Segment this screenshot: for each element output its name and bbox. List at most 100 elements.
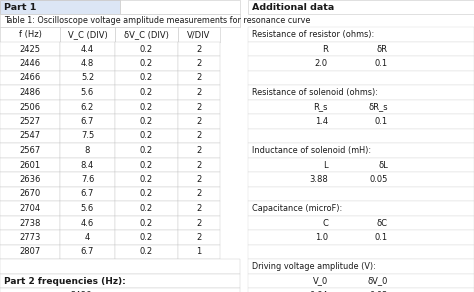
Bar bbox=[178, 41, 220, 56]
Bar bbox=[248, 215, 474, 230]
Text: 2.0: 2.0 bbox=[315, 59, 328, 68]
Text: 2: 2 bbox=[196, 117, 201, 126]
Bar bbox=[115, 41, 178, 56]
Text: 4: 4 bbox=[85, 233, 90, 242]
Text: 1.0: 1.0 bbox=[315, 233, 328, 242]
Bar bbox=[0, 85, 60, 100]
Text: Resistance of resistor (ohms):: Resistance of resistor (ohms): bbox=[252, 30, 374, 39]
Bar bbox=[0, 244, 60, 259]
Text: 0.2: 0.2 bbox=[140, 88, 153, 97]
Text: 8: 8 bbox=[85, 146, 90, 155]
Text: 4.4: 4.4 bbox=[81, 44, 94, 53]
Text: 0.2: 0.2 bbox=[140, 146, 153, 155]
Text: 2: 2 bbox=[196, 74, 201, 83]
Text: 0.2: 0.2 bbox=[140, 59, 153, 68]
Bar bbox=[115, 114, 178, 128]
Text: 2704: 2704 bbox=[19, 204, 41, 213]
Text: R_s: R_s bbox=[313, 102, 328, 112]
Text: 2: 2 bbox=[196, 190, 201, 199]
Text: δL: δL bbox=[378, 161, 388, 169]
Text: 4.8: 4.8 bbox=[81, 59, 94, 68]
Text: 2: 2 bbox=[196, 88, 201, 97]
Text: 6.7: 6.7 bbox=[81, 117, 94, 126]
Bar bbox=[178, 85, 220, 100]
Text: 0.2: 0.2 bbox=[140, 44, 153, 53]
Text: 2: 2 bbox=[196, 204, 201, 213]
Bar bbox=[248, 128, 474, 143]
Text: δV_C (DIV): δV_C (DIV) bbox=[124, 30, 169, 39]
Text: 0.2: 0.2 bbox=[140, 131, 153, 140]
Bar bbox=[60, 157, 115, 172]
Bar bbox=[0, 100, 60, 114]
Text: 2547: 2547 bbox=[19, 131, 41, 140]
Text: 4.6: 4.6 bbox=[81, 218, 94, 227]
Bar bbox=[0, 27, 60, 41]
Text: 0.1: 0.1 bbox=[375, 117, 388, 126]
Bar bbox=[115, 143, 178, 157]
Bar bbox=[248, 56, 474, 70]
Text: 2527: 2527 bbox=[19, 117, 41, 126]
Text: 0.2: 0.2 bbox=[140, 74, 153, 83]
Text: 0.2: 0.2 bbox=[140, 102, 153, 112]
Text: 8.4: 8.4 bbox=[81, 161, 94, 169]
Text: 2486: 2486 bbox=[19, 88, 41, 97]
Text: 2567: 2567 bbox=[19, 146, 41, 155]
Text: 6.2: 6.2 bbox=[81, 102, 94, 112]
Bar bbox=[248, 288, 474, 292]
Bar bbox=[0, 114, 60, 128]
Bar bbox=[60, 143, 115, 157]
Text: 2: 2 bbox=[196, 175, 201, 184]
Text: 0.2: 0.2 bbox=[140, 190, 153, 199]
Text: 2: 2 bbox=[196, 44, 201, 53]
Bar bbox=[178, 56, 220, 70]
Bar bbox=[60, 100, 115, 114]
Bar bbox=[60, 187, 115, 201]
Bar bbox=[0, 274, 240, 288]
Bar bbox=[115, 128, 178, 143]
Bar bbox=[115, 85, 178, 100]
Bar bbox=[0, 143, 60, 157]
Text: 2: 2 bbox=[196, 146, 201, 155]
Text: 2807: 2807 bbox=[19, 248, 41, 256]
Bar bbox=[60, 70, 115, 85]
Text: δR_s: δR_s bbox=[368, 102, 388, 112]
Bar bbox=[248, 0, 474, 14]
Text: 0.2: 0.2 bbox=[140, 161, 153, 169]
Text: 2738: 2738 bbox=[19, 218, 41, 227]
Bar bbox=[0, 70, 60, 85]
Bar bbox=[0, 41, 60, 56]
Text: 0.2: 0.2 bbox=[140, 204, 153, 213]
Bar bbox=[60, 172, 115, 187]
Text: 0.2: 0.2 bbox=[140, 248, 153, 256]
Bar bbox=[178, 100, 220, 114]
Text: f (Hz): f (Hz) bbox=[18, 30, 41, 39]
Text: C: C bbox=[322, 218, 328, 227]
Text: Capacitance (microF):: Capacitance (microF): bbox=[252, 204, 342, 213]
Text: Part 1: Part 1 bbox=[4, 3, 36, 12]
Text: 7.6: 7.6 bbox=[81, 175, 94, 184]
Text: 0.2: 0.2 bbox=[140, 175, 153, 184]
Bar bbox=[178, 128, 220, 143]
Bar bbox=[115, 201, 178, 215]
Bar bbox=[248, 259, 474, 274]
Text: 7.5: 7.5 bbox=[81, 131, 94, 140]
Bar bbox=[248, 201, 474, 215]
Bar bbox=[115, 56, 178, 70]
Bar bbox=[115, 230, 178, 244]
Bar bbox=[178, 215, 220, 230]
Bar bbox=[178, 244, 220, 259]
Text: 2: 2 bbox=[196, 218, 201, 227]
Bar bbox=[248, 274, 474, 288]
Bar bbox=[0, 215, 60, 230]
Bar bbox=[178, 187, 220, 201]
Bar bbox=[178, 230, 220, 244]
Bar bbox=[0, 230, 60, 244]
Text: Inductance of solenoid (mH):: Inductance of solenoid (mH): bbox=[252, 146, 371, 155]
Text: V/DIV: V/DIV bbox=[187, 30, 210, 39]
Bar bbox=[248, 172, 474, 187]
Bar bbox=[178, 157, 220, 172]
Text: 2636: 2636 bbox=[19, 175, 41, 184]
Text: 0.2: 0.2 bbox=[140, 218, 153, 227]
Bar bbox=[115, 70, 178, 85]
Bar bbox=[0, 128, 60, 143]
